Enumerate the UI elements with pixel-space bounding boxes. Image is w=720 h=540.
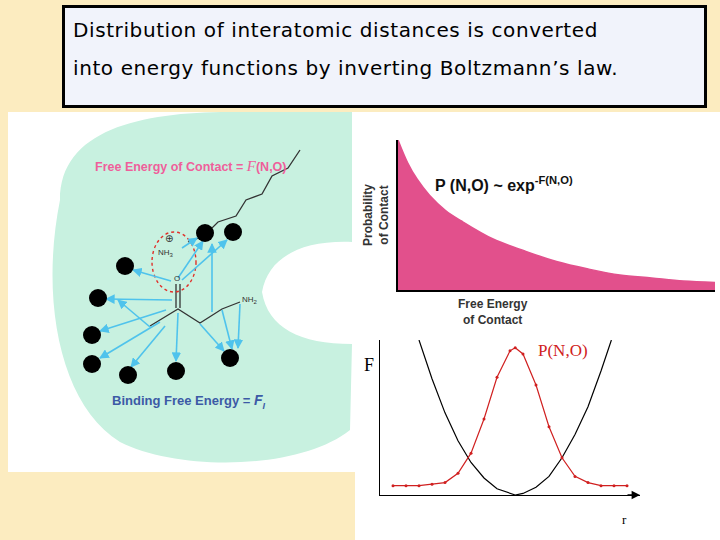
- html-text:into energy functions by inver: into energy functions by inverting Boltz…: [73, 56, 619, 80]
- svg-text:O: O: [174, 274, 180, 283]
- svg-text:Free Energy of Contact = F(N,O: Free Energy of Contact = F(N,O): [95, 158, 287, 174]
- svg-text:r: r: [622, 512, 627, 527]
- html-text:Distribution of interatomic di: Distribution of interatomic distances is…: [73, 18, 598, 42]
- svg-text:P(N,O): P(N,O): [538, 341, 588, 360]
- svg-text:NH3: NH3: [158, 248, 174, 258]
- svg-text:Binding Free Energy = FI: Binding Free Energy = FI: [112, 392, 266, 411]
- svg-text:Free Energyof Contact: Free Energyof Contact: [458, 297, 528, 327]
- svg-text:F: F: [364, 355, 374, 375]
- svg-text:NH2: NH2: [242, 295, 258, 305]
- svg-text:P (N,O) ~ exp​-F(N,O)​: P (N,O) ~ exp​-F(N,O)​: [435, 174, 573, 194]
- svg-text:⊕: ⊕: [165, 233, 173, 244]
- svg-text:Probabilityof Contact: Probabilityof Contact: [361, 184, 391, 246]
